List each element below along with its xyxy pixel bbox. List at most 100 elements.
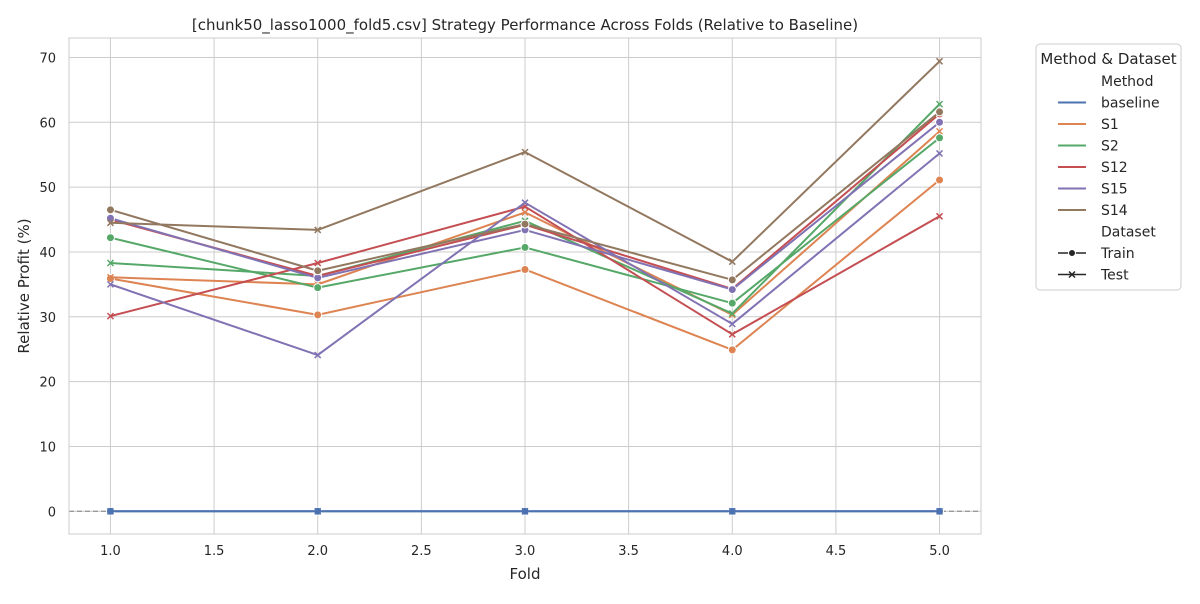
legend-label: S1 bbox=[1101, 117, 1119, 133]
legend-label: Train bbox=[1100, 246, 1135, 262]
x-tick-label: 4.0 bbox=[722, 544, 743, 559]
legend-label: S14 bbox=[1101, 203, 1128, 219]
series-s15-test-point bbox=[936, 149, 944, 157]
chart-title: [chunk50_lasso1000_fold5.csv] Strategy P… bbox=[192, 16, 858, 35]
series-s15-train-point bbox=[105, 213, 115, 223]
legend-marker-x-stroke-b bbox=[1068, 270, 1076, 279]
series-s12-test-point bbox=[936, 212, 944, 220]
series-s14-test-point bbox=[314, 226, 322, 234]
series-baseline-test-point bbox=[106, 507, 114, 515]
series-baseline-test-point-stroke-b bbox=[521, 507, 529, 515]
series-s2-train-point bbox=[520, 242, 530, 252]
legend-label: S2 bbox=[1101, 139, 1119, 155]
series-s14-test-point-stroke-b bbox=[106, 219, 114, 227]
series-baseline-test-point-stroke-b bbox=[936, 507, 944, 515]
legend-item-baseline: baseline bbox=[1058, 96, 1160, 112]
plot-border bbox=[68, 37, 982, 535]
series-s14-test-point-stroke-b bbox=[728, 258, 736, 266]
series-s1-test-point bbox=[936, 127, 944, 135]
series-s15-test-point-stroke-b bbox=[728, 320, 736, 328]
series-s14-test-point-stroke-b bbox=[521, 148, 529, 156]
series-s1-test-point bbox=[106, 273, 114, 281]
series-s1-test-point-stroke-b bbox=[521, 208, 529, 216]
legend-marker-circle bbox=[1068, 249, 1076, 257]
legend-label: Test bbox=[1100, 268, 1129, 284]
series-s15-test bbox=[106, 149, 944, 359]
series-baseline-test-point bbox=[728, 507, 736, 515]
series-s14-test bbox=[106, 57, 944, 266]
series-s14-train-point bbox=[105, 205, 115, 215]
series-s14-test-point-stroke-b bbox=[936, 57, 944, 65]
x-tick-label: 2.0 bbox=[307, 544, 328, 559]
x-tick-label: 5.0 bbox=[929, 544, 950, 559]
series-group bbox=[105, 57, 945, 516]
series-s15-test-point bbox=[314, 351, 322, 359]
legend-item-test: Test bbox=[1058, 268, 1129, 284]
legend: Method & Dataset Method baseline S1 S2 S12 S1… bbox=[1035, 43, 1182, 291]
series-s15-test-point-stroke-b bbox=[521, 199, 529, 207]
series-s12-test-point-stroke-b bbox=[314, 259, 322, 267]
x-tick-labels: 1.0 1.5 2.0 2.5 3.0 3.5 4.0 4.5 5.0 bbox=[100, 544, 950, 559]
series-s15-test-point-stroke-b bbox=[106, 280, 114, 288]
series-s1-train-point bbox=[935, 175, 945, 185]
series-s1-test-point-stroke-b bbox=[936, 127, 944, 135]
series-s2-train-point bbox=[935, 133, 945, 143]
y-tick-label: 10 bbox=[39, 440, 56, 455]
series-s1-train-point bbox=[520, 264, 530, 274]
series-s15-train-point bbox=[727, 285, 737, 295]
series-s1-test-point-stroke-b bbox=[106, 273, 114, 281]
series-s1-train-point bbox=[313, 310, 323, 320]
y-tick-label: 20 bbox=[39, 376, 56, 391]
series-s12-test-point-stroke-b bbox=[936, 212, 944, 220]
series-s2-test-point-stroke-b bbox=[728, 310, 736, 318]
series-baseline-test-point bbox=[314, 507, 322, 515]
legend-item-s2: S2 bbox=[1058, 139, 1119, 155]
series-s2-test-point bbox=[936, 100, 944, 108]
x-tick-label: 1.5 bbox=[204, 544, 225, 559]
legend-label: S12 bbox=[1101, 160, 1128, 176]
y-tick-label: 0 bbox=[48, 505, 56, 520]
series-s1-train-point bbox=[727, 345, 737, 355]
x-tick-label: 2.5 bbox=[411, 544, 432, 559]
legend-header-dataset: Dataset bbox=[1101, 225, 1156, 241]
series-s1-test-point bbox=[521, 208, 529, 216]
x-tick-label: 3.5 bbox=[618, 544, 639, 559]
legend-item-s1: S1 bbox=[1058, 117, 1119, 133]
legend-label: baseline bbox=[1101, 96, 1160, 112]
series-s12-test-point bbox=[106, 312, 114, 320]
x-axis-label: Fold bbox=[510, 565, 541, 583]
legend-item-s12: S12 bbox=[1058, 160, 1128, 176]
x-tick-label: 3.0 bbox=[515, 544, 536, 559]
series-s15-test-point-stroke-b bbox=[936, 149, 944, 157]
series-s14-train-point bbox=[727, 275, 737, 285]
legend-item-train: Train bbox=[1058, 246, 1135, 262]
y-tick-labels: 0 10 20 30 40 50 60 70 bbox=[39, 51, 56, 520]
series-s14-train-point bbox=[313, 266, 323, 276]
x-tick-label: 4.5 bbox=[826, 544, 847, 559]
x-tick-label: 1.0 bbox=[100, 544, 121, 559]
series-baseline-test-point bbox=[521, 507, 529, 515]
legend-item-s15: S15 bbox=[1058, 182, 1128, 198]
y-tick-label: 70 bbox=[39, 51, 56, 66]
legend-header-method: Method bbox=[1101, 74, 1154, 90]
series-s12-test-point bbox=[728, 330, 736, 338]
series-s2-test-point bbox=[728, 310, 736, 318]
series-s14-test-point bbox=[521, 148, 529, 156]
y-tick-label: 40 bbox=[39, 246, 56, 261]
y-tick-label: 30 bbox=[39, 311, 56, 326]
series-s2-test-point-stroke-b bbox=[936, 100, 944, 108]
series-s1-train bbox=[105, 175, 945, 355]
series-s15-test-point bbox=[728, 320, 736, 328]
series-s15-test-point bbox=[521, 199, 529, 207]
series-s15-test-point-stroke-b bbox=[314, 351, 322, 359]
series-s15-test-point bbox=[106, 280, 114, 288]
series-s12-test-point-stroke-b bbox=[106, 312, 114, 320]
series-s14-test-point-stroke-b bbox=[314, 226, 322, 234]
series-baseline-test-point-stroke-b bbox=[728, 507, 736, 515]
series-s2-train-point bbox=[313, 283, 323, 293]
y-tick-label: 60 bbox=[39, 116, 56, 131]
legend-frame bbox=[1035, 43, 1182, 291]
series-s2-train-point bbox=[727, 298, 737, 308]
